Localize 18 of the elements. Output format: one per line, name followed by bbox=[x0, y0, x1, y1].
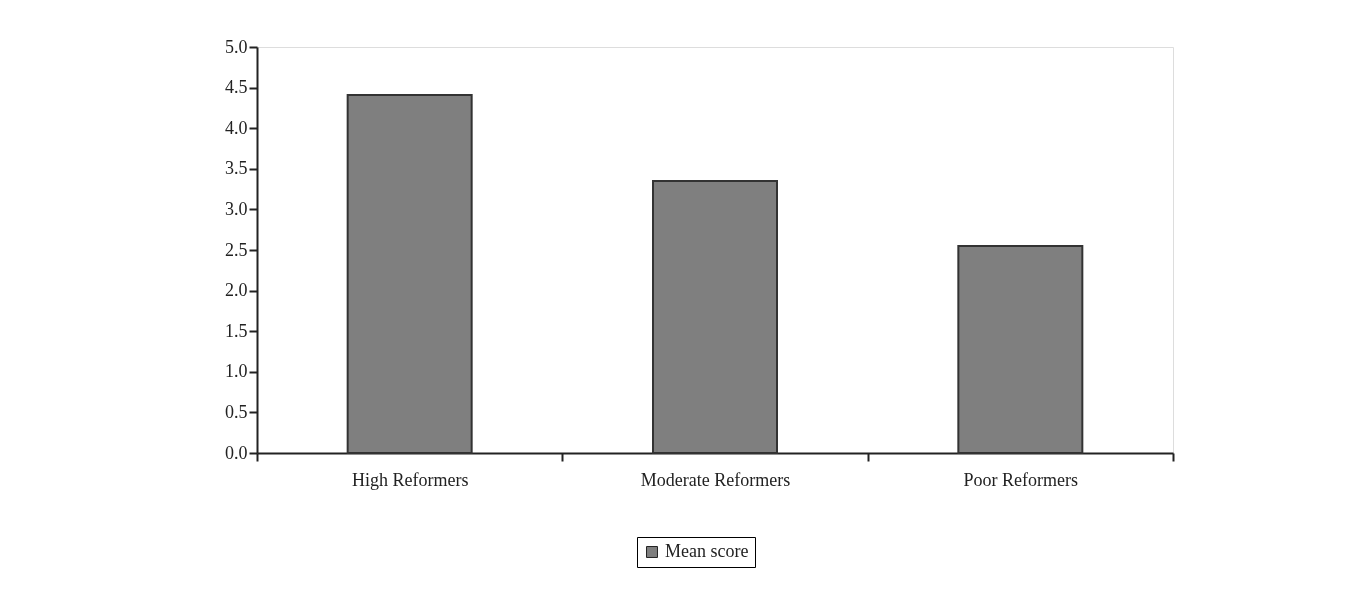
y-tick-label: 1.5 bbox=[225, 320, 248, 341]
y-tick-label: 4.5 bbox=[225, 77, 248, 98]
bar bbox=[652, 179, 778, 454]
bar bbox=[346, 93, 473, 454]
y-tick-label: 4.0 bbox=[225, 117, 248, 138]
y-tick-label: 0.0 bbox=[225, 442, 248, 463]
y-tick-label: 2.0 bbox=[225, 280, 248, 301]
y-tick-label: 2.5 bbox=[225, 239, 248, 260]
y-tick-label: 1.0 bbox=[225, 361, 248, 382]
y-tick-label: 3.0 bbox=[225, 198, 248, 219]
bar bbox=[957, 244, 1084, 454]
x-tick-label: High Reformers bbox=[351, 469, 469, 490]
x-tick-label: Poor Reformers bbox=[963, 469, 1079, 490]
y-tick-label: 0.5 bbox=[225, 401, 248, 422]
y-tick-label: 5.0 bbox=[225, 36, 248, 57]
legend-label: Mean score bbox=[665, 541, 749, 561]
y-tick-label: 3.5 bbox=[225, 158, 248, 179]
x-tick-label: Moderate Reformers bbox=[640, 469, 791, 490]
